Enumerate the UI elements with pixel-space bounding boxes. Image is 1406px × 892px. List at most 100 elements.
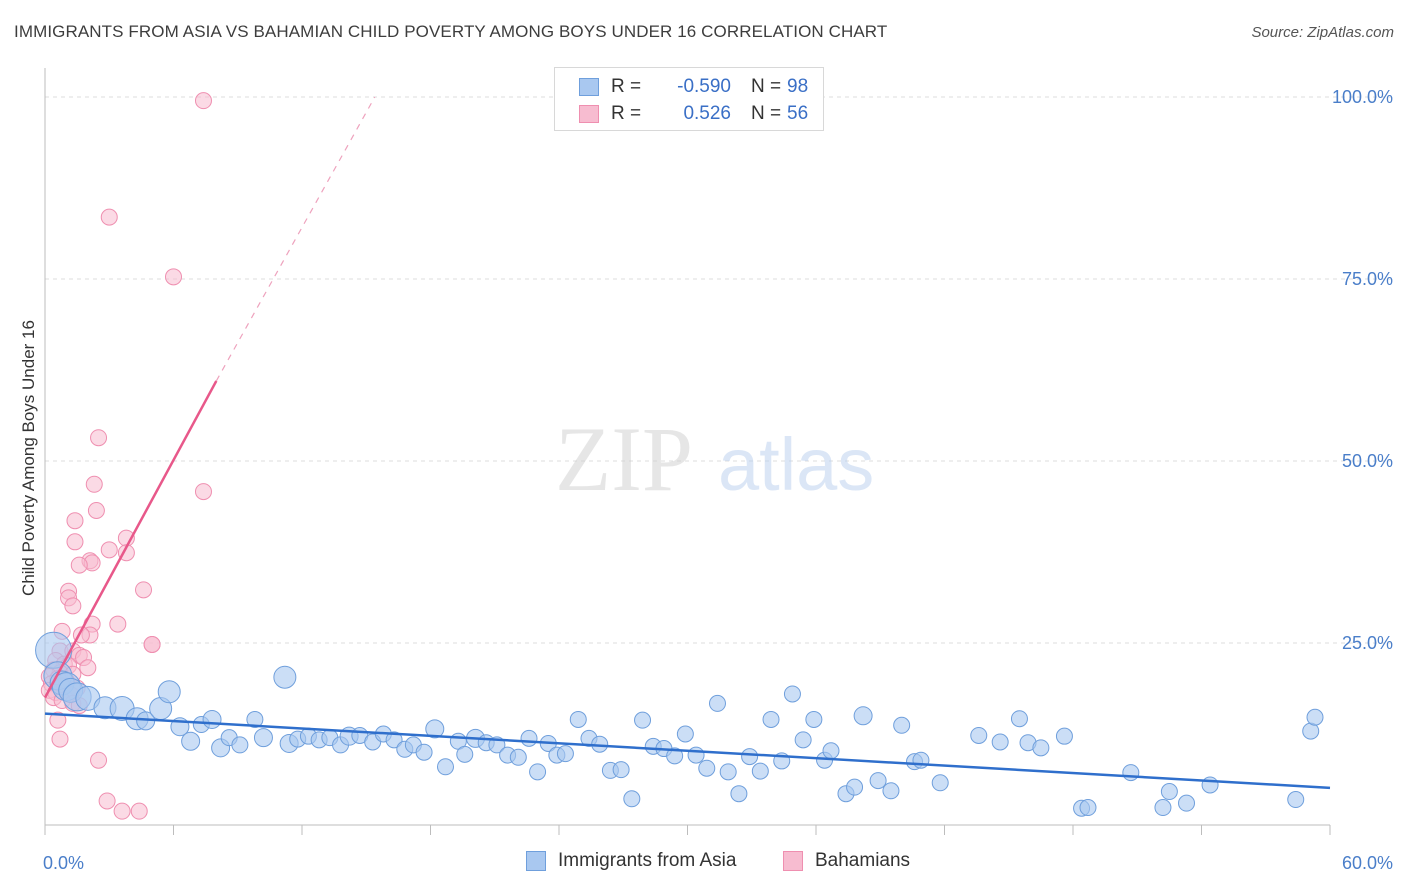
series-swatch-asia [526, 851, 546, 871]
legend-row-bahamians: R = 0.526 N = 56 [579, 102, 808, 126]
asia-point [805, 710, 823, 728]
asia-point [569, 710, 587, 728]
asia-point [1178, 794, 1196, 812]
legend-swatch-asia [579, 78, 599, 96]
asia-point [931, 774, 949, 792]
series-swatch-bahamians [783, 851, 803, 871]
asia-point [1160, 783, 1178, 801]
watermark-zip: ZIP [555, 408, 693, 510]
y-axis-label: Child Poverty Among Boys Under 16 [19, 320, 38, 596]
asia-point [687, 746, 705, 764]
bahamians-point [85, 475, 103, 493]
asia-point [893, 716, 911, 734]
asia-point [698, 759, 716, 777]
asia-point [762, 710, 780, 728]
asia-point [385, 731, 403, 749]
y-tick-label: 50.0% [1342, 451, 1393, 471]
bahamians-trend-line [43, 380, 218, 699]
asia-point [719, 763, 737, 781]
asia-point [181, 731, 201, 751]
bahamians-trend-extension [215, 96, 376, 382]
asia-point [556, 745, 574, 763]
asia-point [1055, 727, 1073, 745]
bahamians-point [143, 635, 161, 653]
asia-point [751, 762, 769, 780]
asia-point [612, 761, 630, 779]
bahamians-point [165, 268, 182, 286]
asia-point [991, 733, 1009, 751]
asia-point [202, 709, 222, 729]
asia-point [231, 736, 249, 754]
bahamians-point [100, 541, 118, 559]
legend-n-value-asia: 98 [787, 76, 809, 97]
series-legend-bahamians[interactable]: Bahamians [783, 850, 910, 872]
watermark: ZIP atlas [555, 408, 874, 510]
bahamians-point [98, 792, 116, 810]
asia-point [1201, 776, 1219, 794]
gridlines [45, 96, 1392, 644]
series-legend-asia[interactable]: Immigrants from Asia [526, 850, 736, 872]
asia-point [529, 763, 547, 781]
legend-swatch-bahamians [579, 105, 599, 123]
asia-point [634, 711, 652, 729]
bahamians-point [100, 208, 118, 226]
asia-point [623, 790, 641, 808]
legend-r-value-bahamians: 0.526 [683, 103, 731, 124]
asia-point [1287, 791, 1305, 809]
asia-point [1010, 710, 1028, 728]
asia-point [666, 747, 684, 765]
bahamians-point [194, 92, 212, 110]
asia-point [246, 710, 264, 728]
bahamians-point [135, 581, 153, 599]
x-tick-label: 0.0% [43, 853, 84, 873]
bahamians-point [130, 802, 148, 820]
bahamians-point [66, 512, 84, 530]
asia-point [425, 719, 445, 739]
series-label-asia: Immigrants from Asia [558, 850, 737, 871]
bahamians-point [109, 615, 127, 633]
asia-point [846, 778, 864, 796]
asia-point [822, 742, 840, 760]
tick-labels: 25.0% 50.0% 75.0% 100.0% 0.0% 60.0% [43, 87, 1393, 873]
asia-point [436, 758, 454, 776]
asia-point [1079, 799, 1097, 817]
bahamians-point [113, 802, 131, 820]
bahamians-point [87, 502, 105, 520]
asia-point [741, 748, 759, 766]
bahamians-point [194, 483, 212, 501]
correlation-legend: R = -0.590 N = 98 R = 0.526 N = 56 [554, 67, 824, 131]
axes [44, 68, 1331, 835]
asia-point [869, 772, 887, 790]
bahamians-point [90, 429, 108, 447]
legend-r-value-asia: -0.590 [677, 76, 731, 97]
source-credit: Source: ZipAtlas.com [1251, 24, 1394, 41]
asia-point [456, 745, 474, 763]
chart-title: IMMIGRANTS FROM ASIA VS BAHAMIAN CHILD P… [14, 22, 888, 41]
asia-point [509, 748, 527, 766]
asia-trend-line [44, 712, 1331, 790]
legend-n-label: N = [751, 76, 782, 97]
series-label-bahamians: Bahamians [815, 850, 911, 871]
asia-point [708, 694, 726, 712]
legend-n-value-bahamians: 56 [787, 103, 809, 124]
watermark-atlas: atlas [718, 423, 874, 506]
asia-point [882, 782, 900, 800]
asia-points [35, 631, 1324, 817]
trend-lines [43, 96, 1331, 790]
y-tick-label: 75.0% [1342, 269, 1393, 289]
asia-point [1122, 764, 1140, 782]
asia-point [273, 665, 297, 689]
asia-point [520, 729, 538, 747]
bahamians-point [51, 730, 69, 748]
bahamians-point [49, 711, 67, 729]
x-tick-label: 60.0% [1342, 853, 1393, 873]
legend-r-label: R = [611, 103, 642, 124]
asia-point [970, 726, 988, 744]
asia-point [853, 706, 873, 726]
bahamians-point [64, 597, 82, 615]
y-tick-label: 100.0% [1332, 87, 1393, 107]
asia-point [1032, 739, 1050, 757]
bahamians-point [90, 751, 108, 769]
y-tick-label: 25.0% [1342, 633, 1393, 653]
